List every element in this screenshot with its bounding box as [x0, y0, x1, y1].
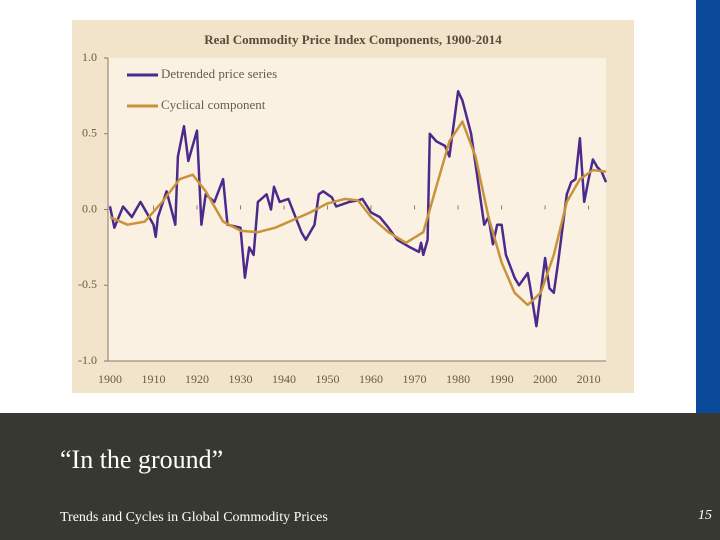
x-tick-label: 2010: [577, 372, 601, 386]
x-tick-label: 2000: [533, 372, 557, 386]
x-tick-label: 1960: [359, 372, 383, 386]
y-tick-label: 0.5: [82, 126, 97, 140]
chart-title: Real Commodity Price Index Components, 1…: [204, 32, 502, 47]
x-tick-label: 1950: [316, 372, 340, 386]
x-tick-label: 1910: [142, 372, 166, 386]
page-number: 15: [698, 508, 712, 523]
x-tick-label: 1900: [98, 372, 122, 386]
legend-label: Cyclical component: [161, 97, 266, 112]
slide-heading: “In the ground”: [60, 445, 223, 474]
x-tick-label: 1920: [185, 372, 209, 386]
y-tick-label: -0.5: [78, 277, 97, 291]
y-tick-label: -1.0: [78, 353, 97, 367]
x-tick-label: 1930: [229, 372, 253, 386]
x-tick-label: 1970: [403, 372, 427, 386]
slide-footer: Trends and Cycles in Global Commodity Pr…: [60, 510, 328, 525]
legend-label: Detrended price series: [161, 66, 277, 81]
side-bar: [696, 0, 720, 413]
x-tick-label: 1980: [446, 372, 470, 386]
footer-band: [0, 413, 720, 540]
y-tick-label: 0.0: [82, 201, 97, 215]
x-tick-label: 1990: [490, 372, 514, 386]
y-tick-label: 1.0: [82, 50, 97, 64]
x-tick-label: 1940: [272, 372, 296, 386]
line-series: [109, 120, 607, 307]
plot-area: [108, 58, 606, 361]
